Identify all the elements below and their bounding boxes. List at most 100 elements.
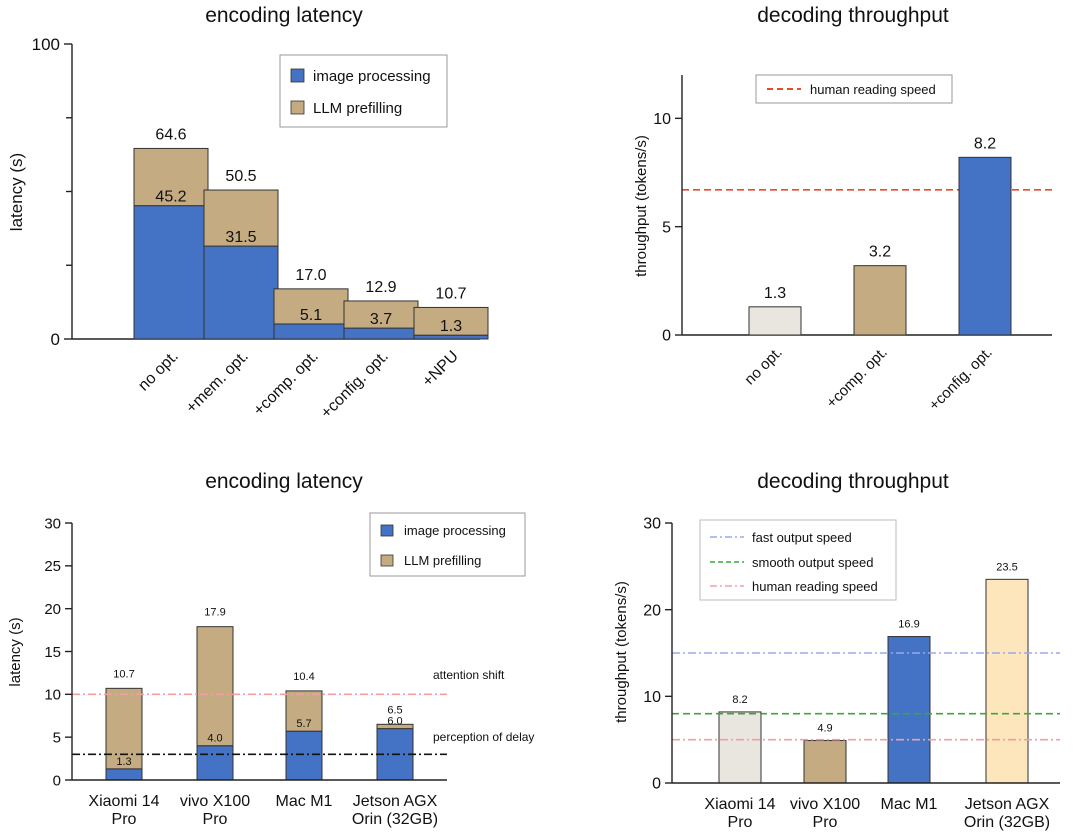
- inner-value-label: 5.1: [300, 307, 322, 324]
- y-tick-label: 25: [44, 558, 61, 575]
- y-tick-label: 20: [44, 601, 61, 618]
- bar-image-processing: [133, 205, 209, 340]
- category-label-line: Mac M1: [276, 793, 333, 810]
- y-axis-label: throughput (tokens/s): [613, 581, 630, 723]
- y-tick-labels: 0 100: [32, 35, 60, 349]
- bar-llm-prefilling: [376, 723, 414, 730]
- total-value-label: 10.7: [435, 285, 466, 302]
- category-label: Jetson AGX Orin (32GB): [352, 793, 438, 828]
- bar-image-processing: [343, 327, 419, 340]
- total-value-label: 10.4: [293, 671, 314, 683]
- legend: fast output speed smooth output speed hu…: [699, 519, 897, 601]
- inner-value-label: 31.5: [225, 229, 256, 246]
- bars: [718, 578, 1029, 784]
- value-labels: 45.2 64.6 31.5 50.5 5.1 17.0 3.7 12.9 1.3 10.7: [155, 126, 466, 335]
- inner-value-label: 4.0: [207, 733, 222, 745]
- legend-swatch-llm-prefilling: [380, 554, 394, 567]
- legend-swatch-image-processing: [380, 524, 394, 537]
- total-value-label: 17.0: [295, 267, 326, 284]
- category-label-line: Pro: [813, 814, 838, 831]
- category-label-line: Pro: [203, 811, 228, 828]
- bar: [853, 265, 907, 336]
- y-tick-labels: 0 5 10 15 20 25 30: [44, 515, 61, 789]
- category-label: no opt.: [135, 348, 182, 395]
- value-label: 8.2: [732, 694, 747, 706]
- bar: [887, 636, 931, 784]
- value-labels: 1.3 3.2 8.2: [764, 135, 996, 302]
- y-tick-label: 0: [53, 772, 61, 789]
- total-value-label: 10.7: [113, 668, 134, 680]
- legend-swatch-image-processing: [290, 68, 305, 83]
- legend-label-human-reading-speed: human reading speed: [752, 579, 878, 594]
- bar-llm-prefilling: [133, 147, 209, 207]
- legend: image processing LLM prefilling: [369, 512, 526, 577]
- legend-box: [369, 512, 526, 577]
- reference-lines: [72, 693, 447, 756]
- legend-label-llm-prefilling: LLM prefilling: [313, 100, 402, 117]
- category-label: Mac M1: [276, 793, 333, 810]
- inner-value-label: 1.3: [116, 756, 131, 768]
- category-label: Xiaomi 14 Pro: [704, 796, 775, 831]
- category-label-line: Jetson AGX: [965, 796, 1050, 813]
- legend-label-llm-prefilling: LLM prefilling: [404, 553, 481, 568]
- category-labels: no opt. +comp. opt. +config. opt.: [741, 344, 995, 414]
- bars: [748, 156, 1012, 336]
- y-axis-label: latency (s): [7, 617, 24, 686]
- inner-value-label: 45.2: [155, 189, 186, 206]
- category-label: Mac M1: [881, 796, 938, 813]
- legend: image processing LLM prefilling: [279, 54, 448, 128]
- category-label: vivo X100 Pro: [180, 793, 250, 828]
- bar-llm-prefilling: [203, 189, 279, 247]
- category-label: +config. opt.: [926, 344, 996, 414]
- bar-image-processing: [105, 768, 143, 781]
- y-tick-label: 10: [653, 111, 671, 128]
- bar: [803, 740, 847, 784]
- legend-label-human-reading-speed: human reading speed: [810, 82, 936, 97]
- total-value-label: 6.5: [387, 704, 402, 716]
- category-label-line: vivo X100: [180, 793, 250, 810]
- category-label-line: Jetson AGX: [353, 793, 438, 810]
- category-label-line: vivo X100: [790, 796, 860, 813]
- y-tick-labels: 0 5 10: [653, 111, 671, 345]
- bar-llm-prefilling: [413, 306, 489, 336]
- y-tick-label: 0: [51, 330, 60, 349]
- category-label-line: Orin (32GB): [352, 811, 438, 828]
- y-tick-labels: 0 10 20 30: [643, 516, 661, 793]
- bar-llm-prefilling: [196, 626, 234, 747]
- legend-box: [279, 54, 448, 128]
- y-tick-label: 5: [662, 219, 671, 236]
- y-tick-label: 100: [32, 35, 60, 54]
- panel-encoding-latency-devices: encoding latency latency (s) 0 5 10 15 20 25 3…: [7, 470, 534, 828]
- category-label: Xiaomi 14 Pro: [88, 793, 159, 828]
- value-label: 23.5: [996, 561, 1017, 573]
- inner-value-label: 6.0: [387, 716, 402, 728]
- category-labels: no opt. +mem. opt.+comp. opt.+config. opt…: [135, 348, 462, 422]
- y-tick-label: 10: [643, 689, 661, 706]
- value-labels: 1.3 10.7 4.0 17.9 5.7 10.4 6.06.5: [113, 607, 402, 768]
- category-labels: Xiaomi 14 Pro vivo X100 Pro Mac M1 Jetson AGX…: [88, 793, 438, 828]
- category-label: +mem. opt.: [183, 348, 252, 417]
- y-tick-label: 30: [643, 516, 661, 533]
- category-label-line: Orin (32GB): [964, 814, 1050, 831]
- chart-title: encoding latency: [205, 4, 363, 27]
- bar: [718, 711, 762, 784]
- bar-llm-prefilling: [273, 288, 349, 325]
- y-axis-label: throughput (tokens/s): [633, 135, 650, 277]
- y-tick-label: 0: [652, 776, 661, 793]
- category-labels: Xiaomi 14 Pro vivo X100 Pro Mac M1 Jetson AGX…: [704, 796, 1050, 831]
- category-label: +comp. opt.: [823, 344, 891, 412]
- chart-title: decoding throughput: [757, 4, 949, 27]
- total-value-label: 17.9: [204, 607, 225, 619]
- panel-decoding-throughput-optimizations: decoding throughput throughput (tokens/s…: [633, 4, 1052, 414]
- bar: [958, 156, 1012, 336]
- value-labels: 8.2 4.9 16.9 23.5: [732, 561, 1017, 734]
- legend-label-fast-output-speed: fast output speed: [752, 530, 852, 545]
- total-value-label: 50.5: [225, 168, 256, 185]
- category-label: vivo X100 Pro: [790, 796, 860, 831]
- legend-label-image-processing: image processing: [313, 68, 431, 85]
- bars: [133, 147, 489, 340]
- bar-llm-prefilling: [343, 300, 419, 329]
- y-axis-label: latency (s): [7, 153, 26, 231]
